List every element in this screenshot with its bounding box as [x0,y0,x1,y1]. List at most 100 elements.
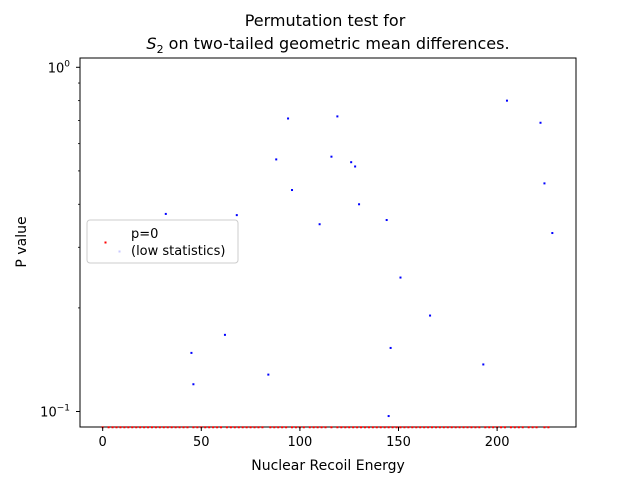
legend-swatch-lavender [118,250,121,253]
data-point-pvalue [429,314,432,317]
data-point-p0 [273,426,276,429]
data-point-p0 [427,426,430,429]
data-point-p0 [488,426,491,429]
data-point-p0 [363,426,366,429]
data-point-p0 [521,426,524,429]
data-point-p0 [531,426,534,429]
data-point-p0 [277,426,280,429]
data-point-pvalue [543,182,546,185]
data-point-p0 [186,426,189,429]
data-point-pvalue [399,276,402,279]
data-point-p0 [391,426,394,429]
data-point-p0 [229,426,232,429]
data-point-p0 [527,426,530,429]
data-point-pvalue [291,189,294,192]
data-point-p0 [281,426,284,429]
data-point-pvalue [505,99,508,102]
data-point-p0 [454,426,457,429]
data-point-p0 [107,426,110,429]
data-point-p0 [446,426,449,429]
data-point-p0 [212,426,215,429]
data-point-pvalue [350,161,353,164]
data-point-p0 [470,426,473,429]
data-point-p0 [291,426,294,429]
title-subscript: 2 [157,43,164,56]
data-point-pvalue [354,165,357,168]
data-point-p0 [431,426,434,429]
data-point-p0 [245,426,248,429]
y-tick-label: 100 [48,59,71,76]
data-point-p0 [367,426,370,429]
data-point-p0 [316,426,319,429]
data-point-p0 [119,426,122,429]
data-point-p0 [320,426,323,429]
data-point-p0 [131,426,134,429]
data-point-p0 [143,426,146,429]
data-point-p0 [302,426,305,429]
legend: p=0 (low statistics) [86,219,239,264]
data-point-p0 [478,426,481,429]
legend-label-low-statistics: (low statistics) [131,244,225,259]
data-point-p0 [535,426,538,429]
data-point-p0 [135,426,138,429]
x-tick-label: 200 [485,435,510,450]
data-point-p0 [196,426,199,429]
data-point-p0 [336,426,339,429]
data-point-p0 [348,426,351,429]
data-point-p0 [547,426,550,429]
data-point-p0 [216,426,219,429]
chart-title-line1: Permutation test for [245,11,406,30]
data-point-p0 [330,426,333,429]
data-point-pvalue [539,121,542,124]
legend-label-p0: p=0 [131,227,158,242]
data-point-p0 [504,426,506,429]
data-point-p0 [474,426,477,429]
data-point-pvalue [336,115,339,118]
x-tick-label: 150 [386,435,411,450]
data-point-p0 [395,426,398,429]
data-point-pvalue [235,214,238,217]
data-point-p0 [360,426,363,429]
data-point-p0 [127,426,130,429]
data-point-p0 [204,426,207,429]
data-point-p0 [225,426,228,429]
data-point-pvalue [387,415,390,418]
axis-ticks: 0 50 100 150 200 100 10−1 [40,59,509,450]
data-point-p0 [500,426,503,429]
data-point-p0 [379,426,382,429]
data-point-pvalue [385,219,388,222]
x-tick-label: 0 [99,435,107,450]
data-point-p0 [513,426,516,429]
data-point-p0 [123,426,126,429]
data-point-pvalue [358,203,361,206]
data-point-p0 [182,426,185,429]
data-point-p0 [294,426,297,429]
x-axis-label: Nuclear Recoil Energy [251,458,405,474]
data-point-p0 [387,426,390,429]
data-point-p0 [139,426,142,429]
data-point-p0 [261,426,264,429]
data-point-p0 [543,426,546,429]
data-point-p0 [509,426,512,429]
y-tick-label: 10−1 [40,404,70,421]
data-point-p0 [466,426,469,429]
data-point-p0 [356,426,359,429]
data-point-p0 [434,426,437,429]
data-point-pvalue [267,373,270,376]
data-point-p0 [517,426,520,429]
data-point-p0 [241,426,244,429]
data-point-p0 [174,426,177,429]
data-point-pvalue [287,117,290,120]
data-point-p0 [344,426,347,429]
data-point-p0 [411,426,414,429]
data-point-p0 [399,426,402,429]
data-point-p0 [249,426,252,429]
data-point-p0 [285,426,288,429]
data-point-p0 [484,426,487,429]
data-point-p0 [208,426,211,429]
data-point-p0 [458,426,461,429]
data-point-p0 [115,426,118,429]
y-axis-label: P value [14,216,30,267]
data-point-pvalue [223,333,226,336]
